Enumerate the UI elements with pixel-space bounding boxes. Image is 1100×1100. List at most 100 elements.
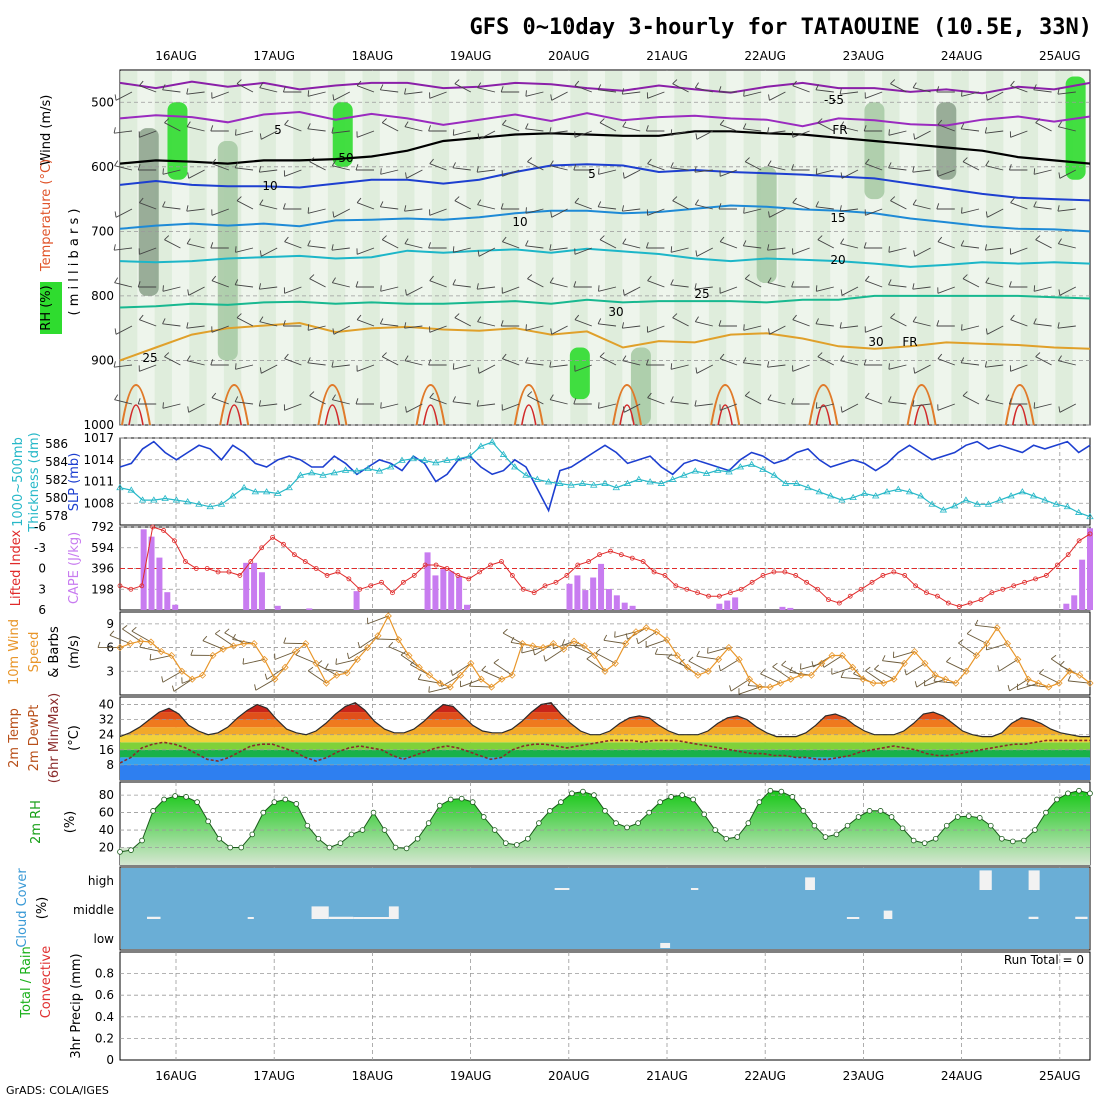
- hot-cell: [324, 404, 341, 426]
- thickness-point: [1075, 508, 1083, 515]
- wind-barb: [404, 325, 423, 329]
- wind-barb: [469, 685, 492, 688]
- wind-barb: [961, 362, 980, 366]
- thickness-point: [454, 454, 463, 462]
- thickness-point: [409, 454, 417, 462]
- wind-barb: [769, 208, 786, 218]
- wind-barb: [815, 323, 834, 327]
- wind-barb-flag: [688, 656, 694, 662]
- wind-speed-point: [787, 675, 795, 683]
- wind-barb: [865, 280, 883, 288]
- top-date-label: 22AUG: [744, 49, 786, 63]
- wind-barb: [376, 638, 399, 641]
- wind-barb: [840, 360, 859, 366]
- wind-barb-flag: [647, 275, 652, 281]
- wind-barb: [331, 247, 350, 251]
- thickness-point: [567, 481, 575, 488]
- top-date-label: 24AUG: [941, 49, 983, 63]
- wind-barb: [454, 83, 472, 93]
- wind-barb: [309, 395, 326, 405]
- wind-barb-flag: [210, 125, 214, 132]
- wind-barb: [792, 202, 810, 210]
- wind-barb: [598, 206, 617, 210]
- cape-bar: [306, 608, 313, 610]
- wind-barb-flag: [452, 246, 455, 253]
- li-point: [597, 552, 602, 558]
- li-point: [182, 559, 188, 564]
- wind-barb: [308, 325, 326, 331]
- wind-barb: [840, 243, 859, 249]
- wind-barb: [598, 403, 617, 409]
- li-point: [400, 579, 406, 585]
- wind-barb-flag: [502, 119, 507, 125]
- wind-barb: [767, 282, 786, 288]
- li-point: [869, 579, 875, 585]
- wind-barb: [574, 319, 592, 327]
- wind-barb: [888, 284, 907, 288]
- wind-barb-flag: [356, 80, 362, 86]
- rh-point: [580, 788, 586, 795]
- wind-barb: [1035, 356, 1052, 366]
- thickness-point: [680, 471, 688, 478]
- wind-barb-flag: [171, 685, 175, 692]
- wind-barb-flag: [1057, 121, 1062, 127]
- wind-barb-flag: [164, 352, 170, 358]
- rh-point: [194, 799, 200, 805]
- wind-barb: [187, 243, 205, 249]
- thickness-point: [1063, 502, 1072, 510]
- wind-barb: [647, 325, 665, 333]
- wind-barb: [888, 247, 907, 253]
- wind-barb-flag: [234, 162, 239, 169]
- wind-barb-flag: [282, 86, 286, 93]
- wind-barb-flag: [549, 244, 552, 251]
- thickness-point: [1018, 488, 1027, 495]
- li-point: [390, 590, 395, 596]
- rh-tick: 40: [99, 823, 114, 837]
- top-date-axis: 16AUG 17AUG 18AUG 19AUG 20AUG 21AUG 22AUG 23AUG…: [155, 49, 1080, 63]
- wind-barb: [672, 200, 689, 210]
- thickness-point: [229, 492, 237, 499]
- wind-barb: [841, 169, 859, 179]
- wind-barb-flag: [114, 160, 119, 166]
- thickness-point: [477, 442, 485, 449]
- thickness-point: [612, 483, 620, 491]
- rh-point: [359, 827, 366, 833]
- rh-point: [745, 820, 752, 826]
- li-point: [128, 586, 134, 592]
- wind-barb-flag: [428, 359, 431, 366]
- wind-speed-point: [776, 679, 784, 687]
- rh-point: [1010, 838, 1016, 845]
- wind-barb: [647, 163, 665, 171]
- wind-speed-point: [1014, 655, 1022, 663]
- wind-barb: [772, 666, 791, 680]
- rh-point: [370, 809, 377, 816]
- li-point: [193, 566, 199, 571]
- wind-speed-point: [508, 671, 516, 679]
- wind-speed-point: [281, 663, 289, 671]
- li-point: [967, 600, 973, 606]
- wind-barb-flag: [307, 357, 311, 364]
- wind-barb: [284, 124, 302, 132]
- isotherm-label: -5: [824, 93, 836, 107]
- wind-barb-flag: [162, 285, 164, 292]
- thickness-point: [883, 488, 891, 495]
- wind-barb: [655, 653, 678, 656]
- rh-label-a: 2m RH: [29, 800, 44, 844]
- wind-barb: [614, 631, 637, 638]
- wind-speed-point: [1045, 683, 1053, 691]
- wind-barb-flag: [1010, 80, 1015, 86]
- wind-speed-point: [756, 683, 764, 691]
- wind-barb-flag: [985, 394, 990, 400]
- pressure-tick: 600: [91, 160, 114, 174]
- wind-barb-flag: [718, 203, 722, 210]
- rh-point: [965, 813, 972, 819]
- wind-barb: [502, 124, 520, 132]
- cape-bar: [724, 600, 731, 610]
- thickness-point: [1086, 512, 1094, 520]
- wind-barb: [139, 130, 157, 138]
- wind-barb-flag: [960, 240, 965, 247]
- wind-barb: [767, 130, 786, 134]
- wind-barb-flag: [1008, 398, 1012, 405]
- wind-barb: [527, 278, 544, 288]
- wind-barb: [295, 654, 317, 664]
